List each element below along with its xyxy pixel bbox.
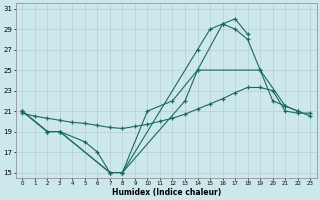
X-axis label: Humidex (Indice chaleur): Humidex (Indice chaleur) bbox=[112, 188, 221, 197]
